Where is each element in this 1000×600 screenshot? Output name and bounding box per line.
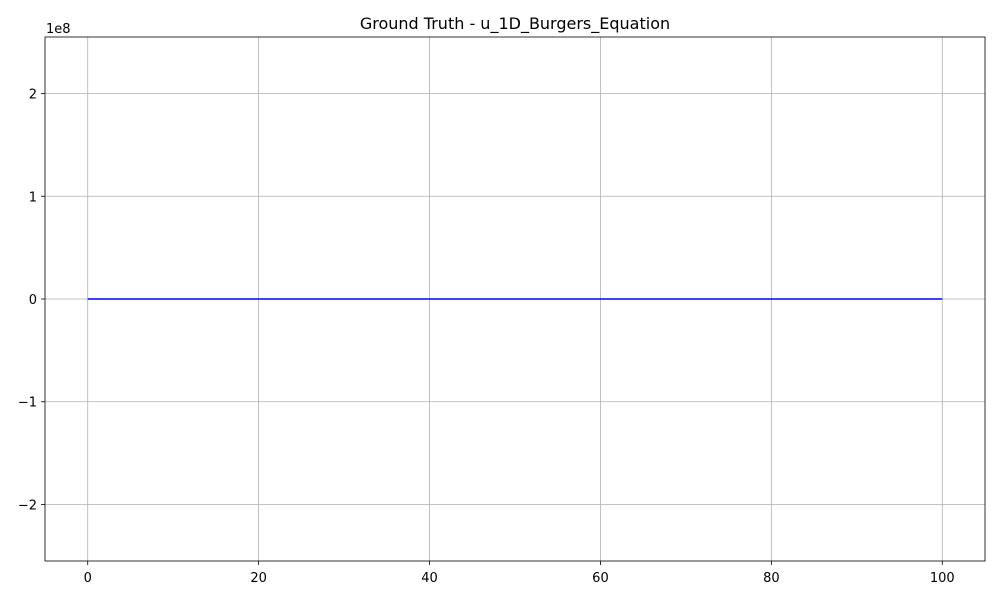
- x-tick-label: 40: [421, 571, 438, 586]
- y-axis-offset-label: 1e8: [46, 22, 71, 37]
- x-tick-label: 80: [763, 571, 780, 586]
- y-tick-label: 1: [29, 190, 37, 205]
- tick-layer: 0 20 40 60 80 100 −2 −1 0 1 2: [18, 88, 955, 586]
- y-tick-label: 0: [29, 293, 37, 308]
- x-tick-label: 0: [84, 571, 92, 586]
- y-tick-label: −1: [18, 396, 37, 411]
- y-tick-label: −2: [18, 498, 37, 513]
- x-tick-label: 20: [250, 571, 267, 586]
- chart-title: Ground Truth - u_1D_Burgers_Equation: [360, 14, 670, 34]
- x-tick-label: 60: [592, 571, 609, 586]
- x-tick-label: 100: [930, 571, 955, 586]
- y-tick-label: 2: [29, 88, 37, 103]
